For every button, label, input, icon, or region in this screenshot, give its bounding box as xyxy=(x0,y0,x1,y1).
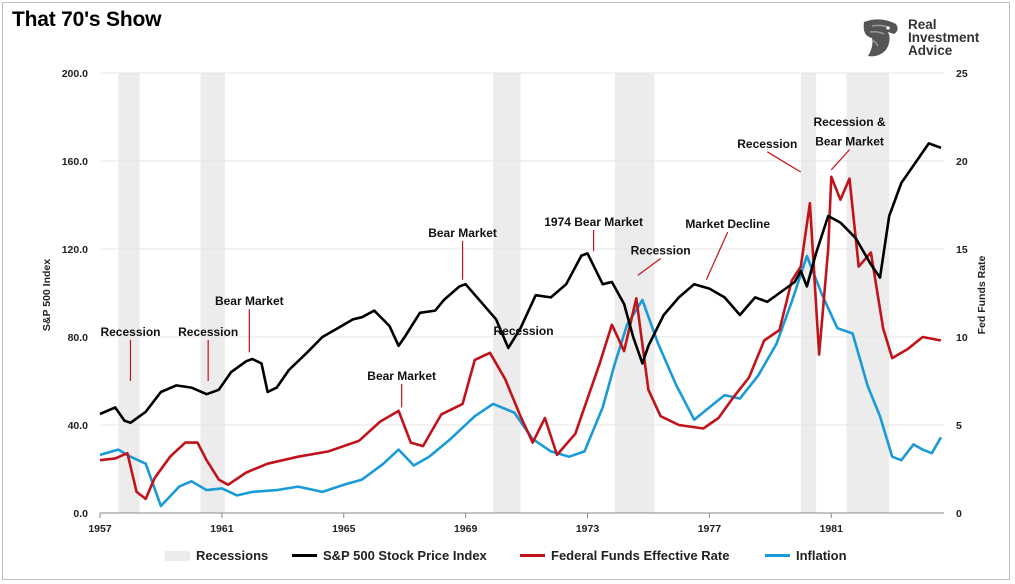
legend-label-sp500: S&P 500 Stock Price Index xyxy=(323,548,487,563)
legend-label-fed: Federal Funds Effective Rate xyxy=(551,548,730,563)
logo-line-2: Investment xyxy=(908,30,980,45)
legend-item-sp500: S&P 500 Stock Price Index xyxy=(292,548,487,563)
logo-line-3: Advice xyxy=(908,43,953,58)
legend: Recessions S&P 500 Stock Price Index Fed… xyxy=(0,548,1015,570)
legend-item-inflation: Inflation xyxy=(765,548,847,563)
legend-swatch-inflation xyxy=(765,554,790,557)
brand-logo: Real Investment Advice xyxy=(858,16,998,62)
legend-item-recessions: Recessions xyxy=(165,548,268,563)
eagle-head-icon xyxy=(863,19,898,57)
legend-swatch-fed xyxy=(520,554,545,557)
legend-label-inflation: Inflation xyxy=(796,548,847,563)
logo-text: Real Investment Advice xyxy=(908,17,980,58)
legend-label-recessions: Recessions xyxy=(196,548,269,563)
chart-title: That 70's Show xyxy=(12,8,162,31)
logo-line-1: Real xyxy=(908,17,937,32)
legend-item-fed: Federal Funds Effective Rate xyxy=(520,548,729,563)
legend-swatch-sp500 xyxy=(292,554,317,557)
legend-swatch-recessions xyxy=(165,550,190,561)
